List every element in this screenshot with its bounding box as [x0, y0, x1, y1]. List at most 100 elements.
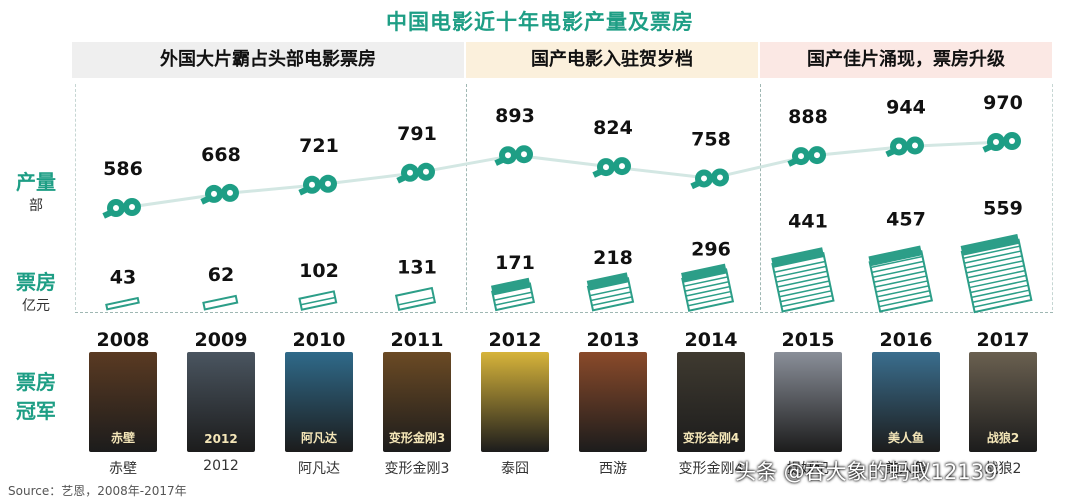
row-label-boxoffice-unit: 亿元 [22, 298, 50, 314]
champion-poster-image [579, 352, 647, 452]
money-stack-line [397, 296, 434, 306]
money-stack-line [591, 296, 633, 307]
reel-hole [798, 153, 804, 160]
money-stack-line [971, 284, 1029, 299]
money-stack-icon [586, 272, 635, 312]
money-stack-line [686, 290, 731, 302]
money-stack-line [685, 285, 730, 297]
era-band-holiday: 国产电影入驻贺岁档 [466, 42, 758, 78]
money-stack-line [878, 294, 931, 308]
money-stack-icon [298, 290, 338, 311]
money-stack-line [493, 291, 532, 301]
champion-poster-image: 2012 [187, 352, 255, 452]
year-tick-label: 2012 [489, 329, 542, 351]
money-stack-line [684, 281, 729, 292]
money-stack-line [876, 285, 929, 298]
reel-hole [717, 174, 723, 181]
boxoffice-value-label: 102 [299, 260, 339, 282]
year-tick-label: 2009 [195, 329, 248, 351]
boxoffice-value-label: 441 [788, 210, 828, 232]
reel-hole [423, 168, 429, 175]
reel-hole [211, 190, 217, 197]
film-reel-icon [885, 136, 924, 158]
reel-hole [505, 152, 511, 159]
money-stack-line [775, 265, 827, 278]
champion-title: 变形金刚3 [384, 461, 450, 477]
money-stack-icon [868, 245, 934, 313]
money-stack-line [774, 260, 826, 274]
money-stack-line [300, 296, 336, 306]
money-stack-line [873, 270, 926, 283]
champion-title: 捉妖记 [787, 461, 829, 477]
film-reel-icon [396, 162, 435, 184]
year-tick-label: 2010 [293, 329, 346, 351]
reel-hole [521, 151, 527, 158]
champion-title: 阿凡达 [298, 461, 340, 477]
money-stack-body [202, 294, 239, 311]
money-top [681, 263, 727, 283]
film-reel-icon [592, 157, 631, 178]
champion-title: 战狼2 [984, 461, 1022, 477]
money-stack-icon [960, 233, 1033, 314]
money-stack-line [872, 265, 925, 278]
boxoffice-value-label: 457 [886, 209, 926, 231]
film-reel-icon [298, 174, 337, 196]
film-reel-icon [494, 145, 533, 166]
production-value-label: 758 [691, 128, 731, 150]
row-label-champion: 票房 冠军 [0, 366, 72, 424]
money-stack-body [105, 296, 140, 311]
year-tick-label: 2016 [880, 329, 933, 351]
chart-frame [75, 84, 1053, 310]
boxoffice-value-label: 559 [983, 198, 1023, 220]
money-stack-icon [771, 247, 835, 313]
money-stack-line [687, 295, 733, 307]
production-line [122, 140, 1004, 210]
poster-caption: 变形金刚3 [388, 431, 446, 445]
production-value-label: 668 [201, 144, 241, 166]
year-tick-label: 2017 [977, 329, 1030, 351]
money-stack-icon [105, 296, 140, 311]
reel-hole [113, 205, 119, 211]
money-stack-line [683, 276, 728, 287]
row-label-boxoffice: 票房 亿元 [0, 266, 72, 315]
film-reel-icon [102, 198, 141, 219]
poster-caption: 美人鱼 [887, 431, 924, 445]
reel-hole [603, 164, 609, 171]
champion-title: 泰囧 [501, 461, 529, 477]
production-value-label: 824 [593, 117, 633, 139]
money-stack-body [394, 286, 437, 311]
champion-poster-image: 阿凡达 [285, 352, 353, 452]
money-stack-line [970, 279, 1028, 294]
reel-hole [896, 143, 902, 150]
chart-title: 中国电影近十年电影产量及票房 [386, 10, 694, 34]
row-divider [75, 312, 1053, 313]
money-stack-icon [681, 263, 735, 312]
boxoffice-value-label: 62 [208, 264, 234, 286]
reel-hole [701, 175, 707, 182]
poster-caption: 2012 [204, 432, 238, 446]
champion-poster-image: 战狼2 [969, 352, 1037, 452]
money-top [586, 272, 629, 291]
row-label-boxoffice-main: 票房 [16, 270, 56, 294]
money-stack-icon [202, 294, 239, 311]
money-stack-line [780, 290, 832, 303]
production-value-label: 721 [299, 135, 339, 157]
reel-hole [325, 180, 331, 187]
reel-hole [129, 204, 135, 210]
era-divider [466, 84, 467, 310]
money-stack-line [973, 294, 1031, 308]
money-stack-line [963, 245, 1021, 259]
money-stack-line [870, 255, 923, 269]
champion-title: 变形金刚4 [678, 461, 744, 477]
champion-title: 赤壁 [109, 461, 137, 477]
reel-hole [1009, 138, 1015, 144]
poster-caption: 变形金刚4 [682, 431, 740, 445]
row-label-production: 产量 部 [0, 166, 72, 215]
champion-poster-image: 赤壁 [89, 352, 157, 452]
era-divider [760, 84, 761, 310]
money-stack-line [494, 296, 533, 306]
year-tick-label: 2014 [685, 329, 738, 351]
money-stack-line [776, 270, 828, 283]
champion-poster-image: 变形金刚4 [677, 352, 745, 452]
